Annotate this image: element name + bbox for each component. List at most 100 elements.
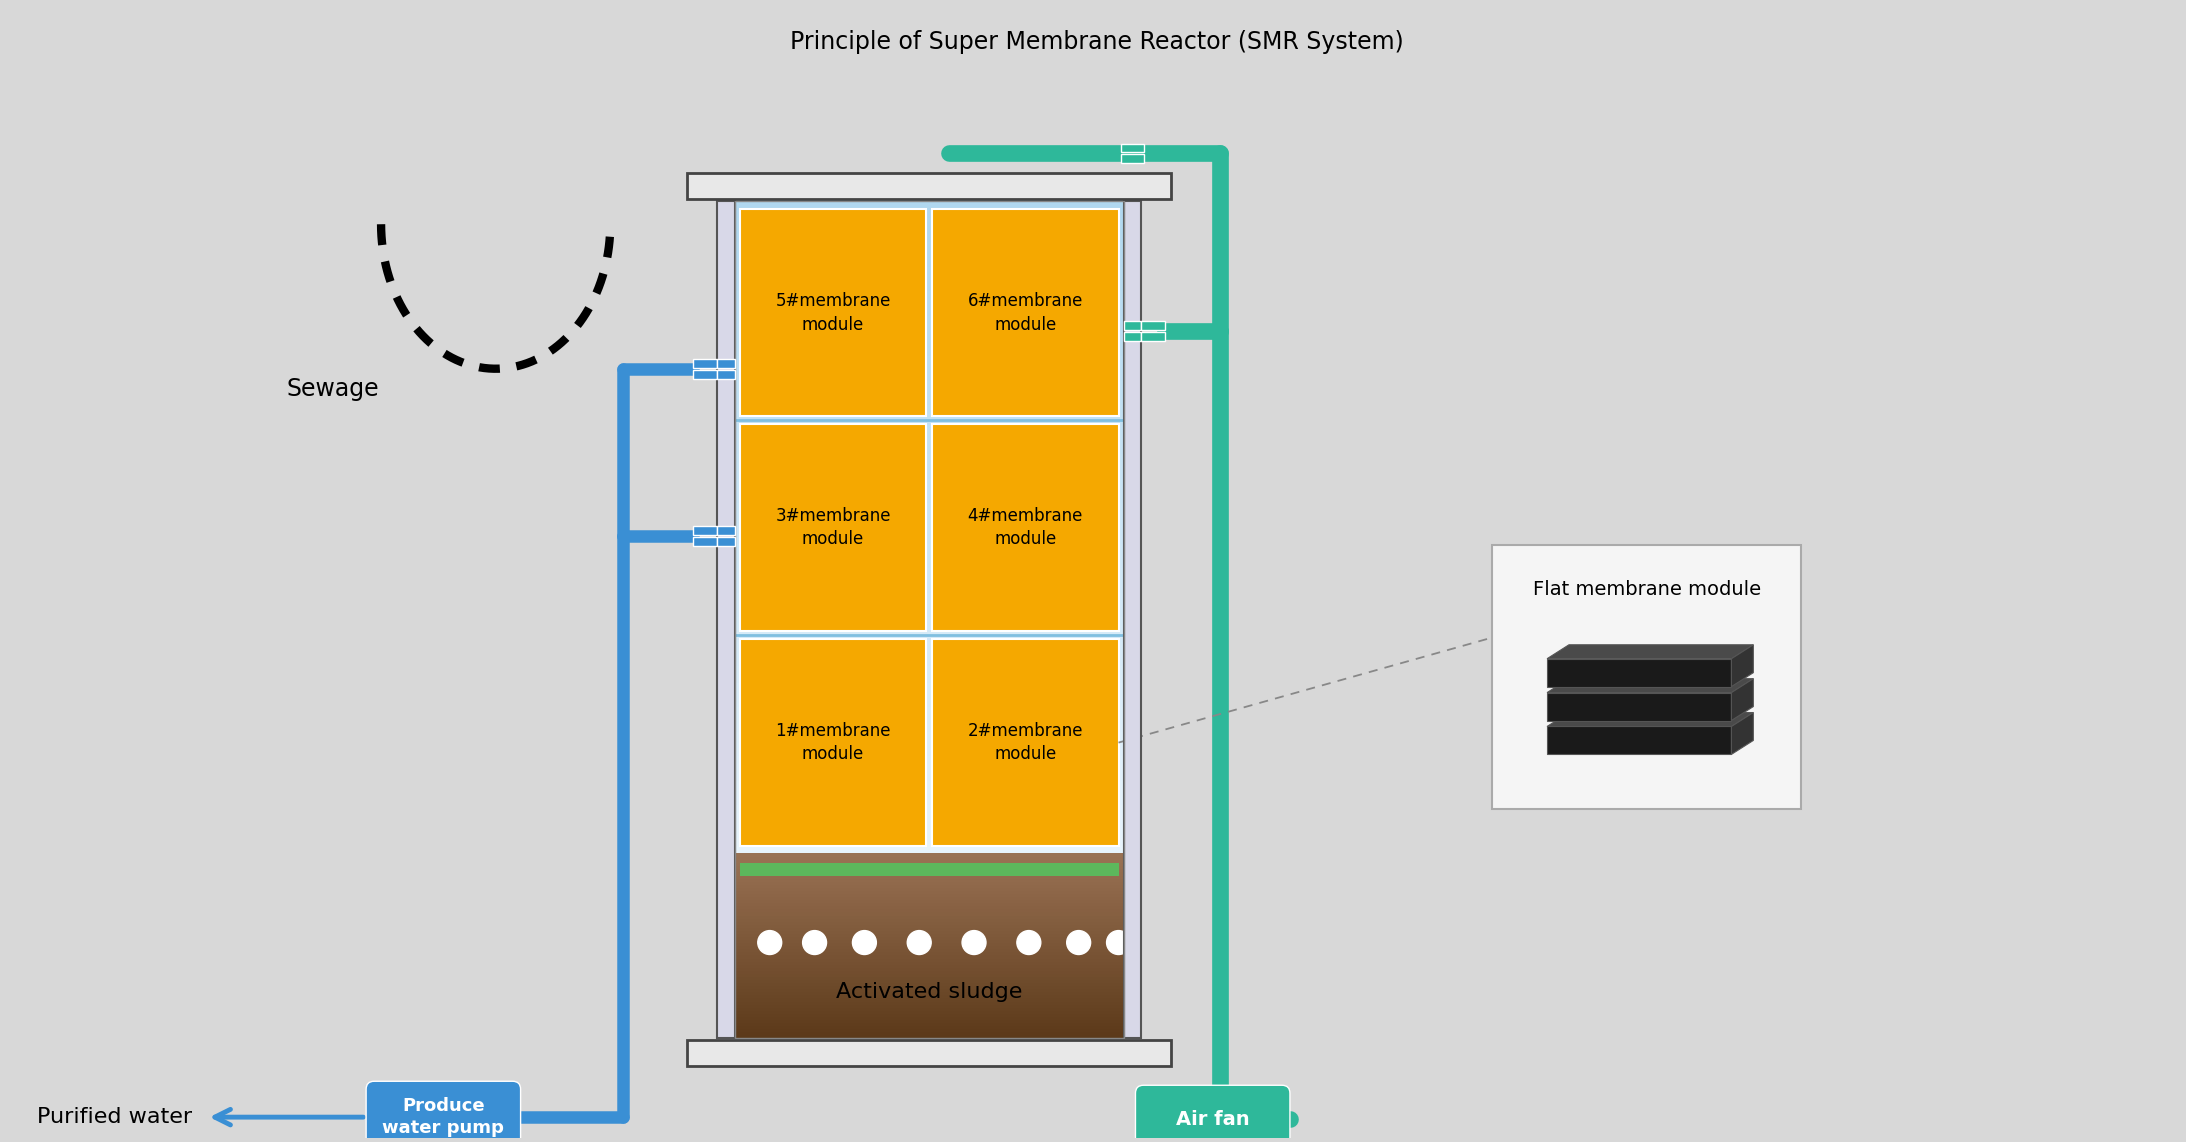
Bar: [734, 871, 1124, 876]
Bar: [734, 772, 1124, 781]
Bar: [734, 485, 1124, 494]
Bar: [734, 388, 1124, 397]
Bar: [1548, 726, 1731, 755]
Text: Activated sludge: Activated sludge: [835, 982, 1023, 1003]
Bar: [734, 560, 1124, 569]
Bar: [734, 859, 1124, 863]
Bar: [734, 868, 1124, 872]
Bar: [734, 257, 1124, 266]
Bar: [734, 200, 1124, 209]
Polygon shape: [1548, 713, 1753, 726]
Bar: [734, 290, 1124, 299]
Polygon shape: [1731, 713, 1753, 755]
Circle shape: [759, 931, 783, 955]
Circle shape: [853, 931, 877, 955]
Bar: [734, 494, 1124, 504]
Bar: [734, 973, 1124, 976]
Bar: [734, 241, 1124, 250]
Bar: [734, 917, 1124, 922]
Circle shape: [802, 931, 826, 955]
Text: 3#membrane
module: 3#membrane module: [776, 507, 890, 548]
Bar: [734, 930, 1124, 934]
Bar: [717, 370, 734, 379]
Bar: [1124, 332, 1141, 341]
Bar: [734, 763, 1124, 772]
Bar: [734, 592, 1124, 601]
Bar: [734, 266, 1124, 275]
Bar: [734, 899, 1124, 903]
Circle shape: [1016, 931, 1041, 955]
Bar: [734, 477, 1124, 486]
Bar: [734, 997, 1124, 1002]
Bar: [734, 518, 1124, 528]
Bar: [734, 445, 1124, 455]
Circle shape: [962, 931, 986, 955]
Bar: [734, 428, 1124, 437]
Bar: [734, 902, 1124, 907]
Bar: [734, 878, 1124, 882]
Bar: [734, 371, 1124, 380]
Bar: [734, 201, 1124, 1038]
Bar: [734, 412, 1124, 421]
Bar: [931, 424, 1119, 632]
Bar: [734, 363, 1124, 372]
Circle shape: [1067, 931, 1091, 955]
Text: 6#membrane
module: 6#membrane module: [968, 292, 1082, 333]
Bar: [734, 967, 1124, 971]
Bar: [1548, 659, 1731, 686]
Bar: [734, 927, 1124, 931]
Circle shape: [1106, 931, 1130, 955]
Bar: [734, 1004, 1124, 1007]
Bar: [734, 1019, 1124, 1023]
Bar: [734, 323, 1124, 332]
Bar: [734, 906, 1124, 909]
Bar: [734, 942, 1124, 947]
Text: Sewage: Sewage: [286, 377, 378, 401]
Bar: [734, 948, 1124, 952]
Bar: [734, 804, 1124, 813]
Bar: [734, 936, 1124, 940]
Bar: [734, 502, 1124, 512]
Bar: [734, 731, 1124, 740]
Bar: [717, 359, 734, 368]
Bar: [717, 201, 734, 1038]
Bar: [734, 890, 1124, 894]
Bar: [734, 924, 1124, 927]
Bar: [734, 964, 1124, 967]
Bar: [734, 1000, 1124, 1005]
Bar: [734, 920, 1124, 925]
Bar: [739, 640, 927, 846]
Bar: [1121, 154, 1145, 163]
Text: 5#membrane
module: 5#membrane module: [776, 292, 890, 333]
Bar: [734, 788, 1124, 797]
Bar: [734, 420, 1124, 429]
Bar: [734, 542, 1124, 552]
Bar: [739, 209, 927, 416]
Bar: [693, 537, 717, 546]
Bar: [693, 359, 717, 368]
Bar: [734, 437, 1124, 447]
Bar: [734, 396, 1124, 405]
Bar: [734, 617, 1124, 626]
Bar: [734, 347, 1124, 356]
Bar: [734, 674, 1124, 683]
Bar: [734, 957, 1124, 962]
Bar: [734, 209, 1124, 218]
Bar: [734, 306, 1124, 315]
Bar: [734, 908, 1124, 912]
Bar: [734, 915, 1124, 918]
Bar: [734, 331, 1124, 340]
Bar: [734, 880, 1124, 885]
Bar: [734, 552, 1124, 561]
Bar: [734, 453, 1124, 463]
Bar: [734, 526, 1124, 536]
Bar: [734, 988, 1124, 992]
Bar: [734, 690, 1124, 699]
Bar: [734, 576, 1124, 585]
Bar: [734, 747, 1124, 756]
Bar: [734, 896, 1124, 900]
Bar: [734, 812, 1124, 821]
Bar: [734, 837, 1124, 846]
Bar: [734, 893, 1124, 898]
Bar: [734, 845, 1124, 854]
